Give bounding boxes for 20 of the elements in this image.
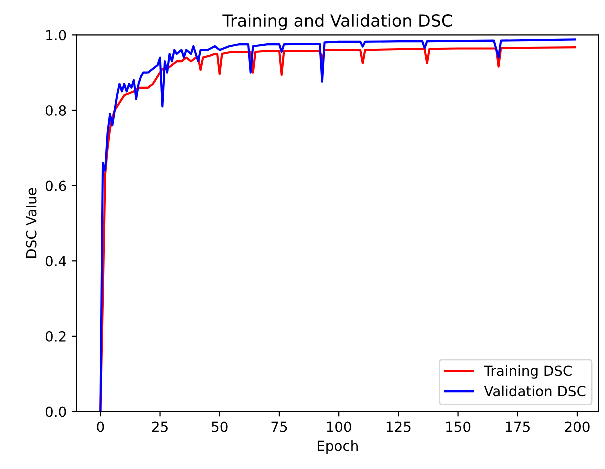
y-tick-label: 0.6: [46, 180, 66, 192]
legend-label: Training DSC: [484, 365, 572, 379]
x-tick-label: 25: [152, 422, 168, 432]
y-tick-label: 1.0: [46, 30, 66, 41]
y-tick-label: 0.0: [46, 406, 66, 418]
x-tick-label: 75: [272, 422, 288, 432]
x-axis-title: Epoch: [318, 440, 358, 454]
y-tick-label: 0.8: [46, 105, 66, 116]
x-tick-label: 200: [565, 422, 590, 432]
y-axis-title: DSC Value: [26, 188, 37, 258]
x-tick-label: 50: [212, 422, 228, 432]
chart-title: Training and Validation DSC: [222, 14, 452, 30]
legend-label: Validation DSC: [484, 386, 586, 397]
x-tick-label: 125: [386, 422, 411, 432]
x-tick-label: 0: [97, 422, 104, 432]
y-tick-label: 0.4: [46, 256, 66, 267]
x-tick-label: 175: [506, 422, 530, 432]
x-tick-label: 150: [446, 422, 471, 432]
y-tick-label: 0.2: [46, 331, 66, 342]
x-tick-label: 100: [327, 422, 352, 432]
